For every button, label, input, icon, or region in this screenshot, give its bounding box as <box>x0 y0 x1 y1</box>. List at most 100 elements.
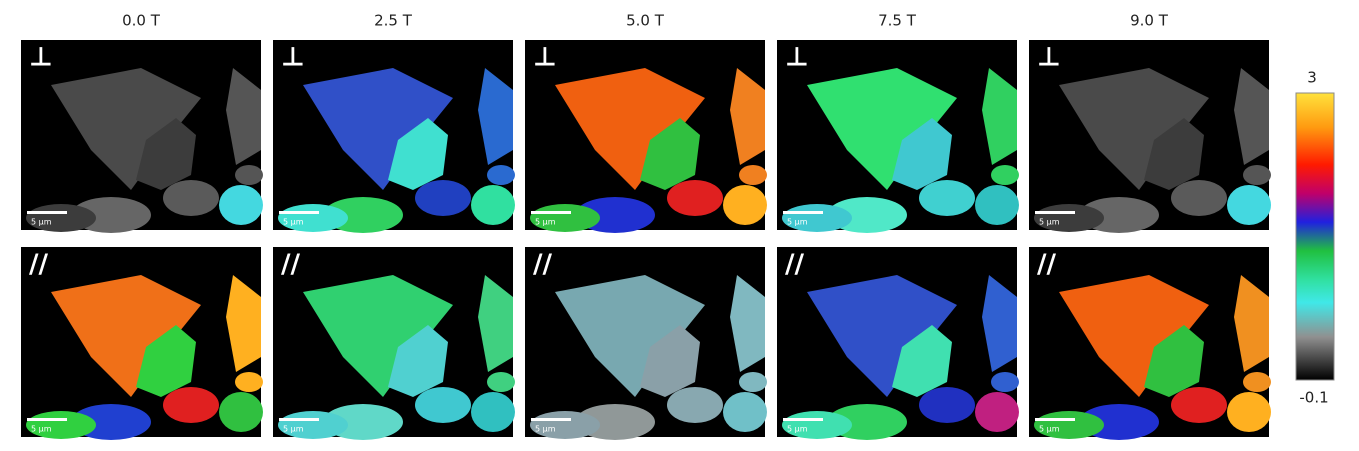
map-panel: // 5 μm <box>777 247 1019 440</box>
grain <box>1227 392 1271 432</box>
colorbar-max: 3 <box>1307 69 1317 87</box>
grain <box>1144 325 1204 397</box>
grain <box>415 387 471 423</box>
grain <box>982 275 1017 372</box>
grain <box>136 325 196 397</box>
grain <box>555 275 705 397</box>
grain <box>1234 68 1269 165</box>
scale-bar-label: 5 μm <box>283 425 304 434</box>
map-panel: ⊥ 5 μm <box>1029 40 1271 233</box>
column-title: 5.0 T <box>626 12 665 30</box>
scale-bar <box>279 211 319 214</box>
grain <box>1234 275 1269 372</box>
column-title: 2.5 T <box>374 12 413 30</box>
map-panel: ⊥ 5 μm <box>777 40 1019 233</box>
grain <box>739 372 767 392</box>
grain <box>919 387 975 423</box>
grain <box>415 180 471 216</box>
grain <box>226 275 261 372</box>
scale-bar <box>531 211 571 214</box>
colorbar <box>1295 92 1335 381</box>
map-panel: ⊥ 5 μm <box>21 40 263 233</box>
row-marker: // <box>281 250 300 280</box>
grain <box>51 68 201 190</box>
scale-bar-label: 5 μm <box>1039 218 1060 227</box>
grain <box>1243 372 1271 392</box>
grain <box>640 118 700 190</box>
grain <box>723 185 767 225</box>
scale-bar <box>783 418 823 421</box>
grain <box>471 392 515 432</box>
scale-bar-label: 5 μm <box>283 218 304 227</box>
scale-bar-label: 5 μm <box>535 425 556 434</box>
grain <box>388 118 448 190</box>
grain <box>667 180 723 216</box>
scale-bar-label: 5 μm <box>1039 425 1060 434</box>
grain <box>471 185 515 225</box>
grain <box>991 372 1019 392</box>
grain <box>1227 185 1271 225</box>
map-panel: // 5 μm <box>273 247 515 440</box>
grain <box>303 68 453 190</box>
map-panel: // 5 μm <box>21 247 263 440</box>
grain <box>919 180 975 216</box>
grain <box>1171 387 1227 423</box>
row-marker: ⊥ <box>1037 43 1061 73</box>
grain <box>226 68 261 165</box>
scale-bar <box>27 418 67 421</box>
scale-bar-label: 5 μm <box>31 425 52 434</box>
colorbar-min: -0.1 <box>1299 389 1328 407</box>
grain <box>1059 68 1209 190</box>
grain <box>303 275 453 397</box>
grain <box>163 387 219 423</box>
grain <box>219 185 263 225</box>
row-marker: // <box>1037 250 1056 280</box>
grain <box>667 387 723 423</box>
scale-bar <box>1035 418 1075 421</box>
scale-bar <box>783 211 823 214</box>
row-marker: // <box>29 250 48 280</box>
row-marker: // <box>785 250 804 280</box>
grain <box>723 392 767 432</box>
grain <box>975 392 1019 432</box>
grain <box>487 372 515 392</box>
scale-bar-label: 5 μm <box>31 218 52 227</box>
grain <box>892 325 952 397</box>
grain <box>163 180 219 216</box>
row-marker: ⊥ <box>281 43 305 73</box>
grain <box>739 165 767 185</box>
scale-bar-label: 5 μm <box>787 425 808 434</box>
grain <box>219 392 263 432</box>
grain <box>235 372 263 392</box>
row-marker: ⊥ <box>29 43 53 73</box>
scale-bar-label: 5 μm <box>535 218 556 227</box>
grain <box>892 118 952 190</box>
row-marker: ⊥ <box>785 43 809 73</box>
grain <box>555 68 705 190</box>
map-panel: // 5 μm <box>1029 247 1271 440</box>
grain <box>487 165 515 185</box>
grain <box>1059 275 1209 397</box>
grain <box>235 165 263 185</box>
column-title: 0.0 T <box>122 12 161 30</box>
scale-bar <box>279 418 319 421</box>
grain <box>982 68 1017 165</box>
scale-bar <box>1035 211 1075 214</box>
column-title: 9.0 T <box>1130 12 1169 30</box>
scale-bar <box>531 418 571 421</box>
row-marker: ⊥ <box>533 43 557 73</box>
grain <box>807 68 957 190</box>
grain <box>730 68 765 165</box>
grain <box>1144 118 1204 190</box>
grain <box>478 68 513 165</box>
grain <box>975 185 1019 225</box>
grain <box>991 165 1019 185</box>
grain <box>478 275 513 372</box>
grain <box>807 275 957 397</box>
grain <box>1243 165 1271 185</box>
map-panel: ⊥ 5 μm <box>273 40 515 233</box>
grain <box>640 325 700 397</box>
scale-bar-label: 5 μm <box>787 218 808 227</box>
map-panel: ⊥ 5 μm <box>525 40 767 233</box>
